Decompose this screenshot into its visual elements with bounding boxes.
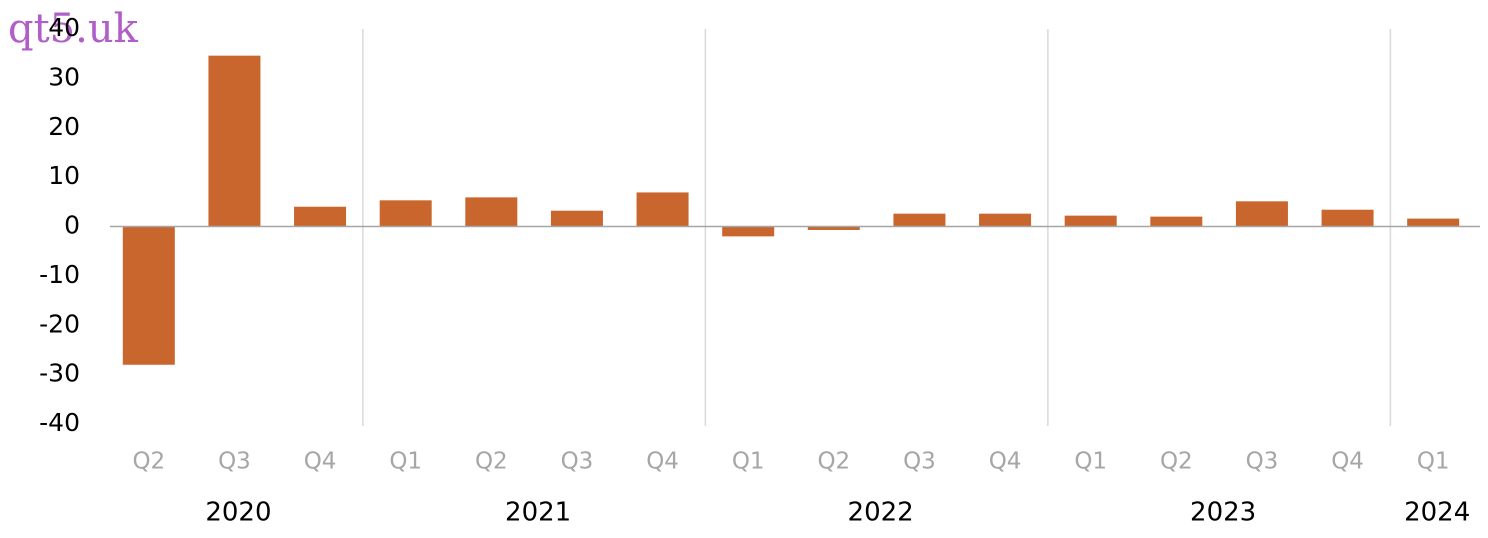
x-tick-label: Q2 [475,449,508,475]
bar [465,197,518,227]
bar [122,226,175,365]
x-tick-label: Q4 [304,449,337,475]
bar [1407,218,1460,227]
x-tick-label: Q1 [732,449,765,475]
bar [893,213,946,227]
year-label: 2021 [505,498,571,528]
bar [550,210,603,227]
year-label: 2020 [205,498,271,528]
x-tick-label: Q4 [1331,449,1364,475]
x-tick-label: Q2 [817,449,850,475]
bar [722,226,775,237]
x-tick-label: Q1 [389,449,422,475]
bar [1150,216,1203,227]
x-tick-label: Q3 [903,449,936,475]
x-tick-label: Q3 [1246,449,1279,475]
x-tick-label: Q2 [1160,449,1193,475]
y-tick-label: 20 [48,112,80,141]
x-tick-label: Q2 [132,449,165,475]
x-tick-label: Q4 [989,449,1022,475]
x-tick-label: Q3 [218,449,251,475]
bar [1321,209,1374,227]
x-tick-label: Q1 [1074,449,1107,475]
y-tick-label: 30 [48,62,80,91]
y-tick-label: -20 [39,309,80,338]
x-tick-label: Q1 [1417,449,1450,475]
bar [1235,201,1288,227]
y-tick-label: 40 [48,13,80,42]
y-tick-label: -10 [39,260,80,289]
year-label: 2023 [1190,498,1256,528]
bar [208,55,261,227]
x-tick-label: Q4 [646,449,679,475]
y-tick-label: 0 [64,211,80,240]
bar [379,200,432,227]
bar [807,226,860,230]
x-tick-label: Q3 [561,449,594,475]
bar [636,192,689,227]
y-tick-label: 10 [48,161,80,190]
y-tick-label: -40 [39,408,80,437]
year-label: 2022 [848,498,914,528]
bar [979,213,1032,227]
y-tick-label: -30 [39,359,80,388]
bar [294,206,347,227]
year-label: 2024 [1404,498,1470,528]
watermark: qt5.uk [8,6,139,52]
bar [1064,215,1117,227]
